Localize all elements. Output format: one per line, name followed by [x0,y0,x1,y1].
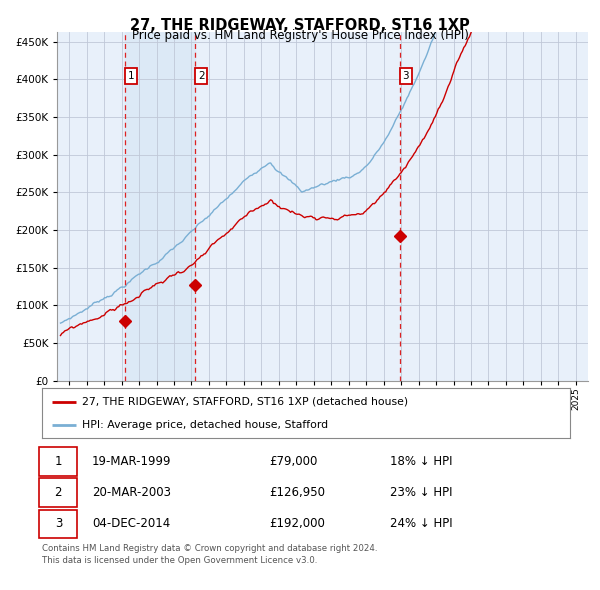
Text: 27, THE RIDGEWAY, STAFFORD, ST16 1XP: 27, THE RIDGEWAY, STAFFORD, ST16 1XP [130,18,470,32]
Text: 04-DEC-2014: 04-DEC-2014 [92,517,170,530]
Text: 1: 1 [55,455,62,468]
Text: Contains HM Land Registry data © Crown copyright and database right 2024.: Contains HM Land Registry data © Crown c… [42,544,377,553]
Text: 19-MAR-1999: 19-MAR-1999 [92,455,172,468]
Text: 2: 2 [198,71,205,81]
Text: 20-MAR-2003: 20-MAR-2003 [92,486,171,499]
Text: £192,000: £192,000 [269,517,325,530]
Text: 24% ↓ HPI: 24% ↓ HPI [391,517,453,530]
Text: 27, THE RIDGEWAY, STAFFORD, ST16 1XP (detached house): 27, THE RIDGEWAY, STAFFORD, ST16 1XP (de… [82,396,408,407]
Text: £79,000: £79,000 [269,455,317,468]
Text: This data is licensed under the Open Government Licence v3.0.: This data is licensed under the Open Gov… [42,556,317,565]
Text: 3: 3 [55,517,62,530]
FancyBboxPatch shape [40,510,77,538]
Text: 3: 3 [403,71,409,81]
Bar [125,32,196,381]
Text: 23% ↓ HPI: 23% ↓ HPI [391,486,453,499]
Text: £126,950: £126,950 [269,486,325,499]
Text: 1: 1 [128,71,134,81]
Text: 2: 2 [55,486,62,499]
Text: 18% ↓ HPI: 18% ↓ HPI [391,455,453,468]
FancyBboxPatch shape [40,447,77,476]
Text: Price paid vs. HM Land Registry's House Price Index (HPI): Price paid vs. HM Land Registry's House … [131,30,469,42]
FancyBboxPatch shape [40,478,77,507]
Text: HPI: Average price, detached house, Stafford: HPI: Average price, detached house, Staf… [82,420,328,430]
